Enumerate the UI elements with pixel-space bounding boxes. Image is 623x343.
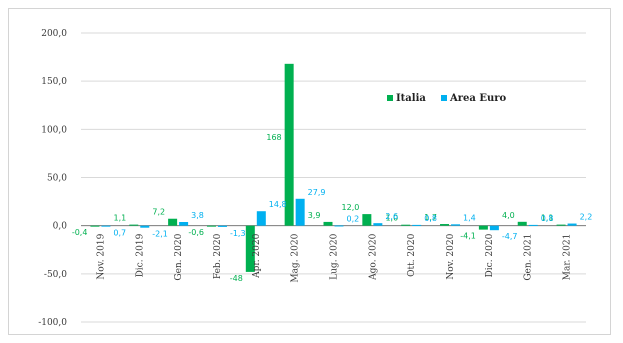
- x-tick-label: Gen. 2020: [174, 233, 184, 280]
- bar-italia: [90, 225, 100, 227]
- y-tick-label: 150,0: [41, 77, 67, 87]
- x-tick-label: Apr. 2020: [252, 233, 262, 278]
- data-label: -4,7: [502, 232, 518, 241]
- legend-label-italia: Italia: [396, 93, 426, 104]
- chart-frame: 200,0 150,0 100,0 50,0 0,0 -50,0 -100,0 -0,4 1,1…: [8, 8, 611, 335]
- bar-italia: [556, 224, 566, 226]
- data-label: -4,1: [460, 232, 476, 241]
- data-label: 12,0: [342, 203, 360, 212]
- bar-area-euro: [528, 224, 538, 226]
- legend-swatch-italia: [387, 95, 393, 101]
- data-label: 4,0: [502, 211, 515, 220]
- x-tick-label: Dic. 2019: [135, 233, 145, 277]
- bar-area-euro: [140, 225, 150, 228]
- bar-area-euro: [412, 224, 422, 226]
- bar-italia: [478, 225, 488, 230]
- bar-area-euro: [101, 225, 111, 227]
- data-label: 0,8: [424, 214, 437, 223]
- x-tick-label: Nov. 2020: [446, 233, 456, 279]
- legend-swatch-area-euro: [441, 95, 447, 101]
- data-label: 0,2: [347, 214, 360, 223]
- x-tick-label: Ago. 2020: [368, 233, 378, 280]
- data-label: 1,7: [424, 213, 437, 222]
- data-label: -48: [230, 274, 243, 283]
- bar-area-euro: [295, 198, 305, 226]
- bar-italia: [517, 221, 527, 226]
- y-tick-label: 100,0: [41, 125, 67, 135]
- data-label: 1,1: [114, 214, 127, 223]
- data-label: 3,8: [191, 211, 204, 220]
- bar-italia: [362, 214, 372, 226]
- data-label: 7,2: [152, 208, 165, 217]
- bar-area-euro: [373, 223, 383, 226]
- bar-italia: [168, 218, 178, 226]
- bar-italia: [440, 224, 450, 226]
- data-label: 14,8: [269, 200, 287, 209]
- x-tick-label: Nov. 2019: [96, 233, 106, 279]
- x-tick-label: Ott. 2020: [407, 233, 417, 277]
- bar-area-euro: [217, 225, 227, 227]
- bar-italia: [323, 221, 333, 226]
- data-label: 3,9: [308, 211, 321, 220]
- x-tick-label: Lug. 2020: [330, 233, 340, 279]
- y-tick-label: -50,0: [44, 270, 67, 280]
- bar-area-euro: [179, 222, 189, 226]
- bar-area-euro: [567, 223, 577, 226]
- x-tick-label: Mag. 2020: [291, 233, 301, 282]
- y-tick-label: 200,0: [41, 29, 67, 39]
- data-label: 1,1: [541, 214, 554, 223]
- data-label: 2,2: [580, 213, 593, 222]
- legend-label-area-euro: Area Euro: [449, 93, 507, 104]
- x-tick-label: Mar. 2021: [563, 234, 573, 281]
- x-tick-label: Feb. 2020: [213, 233, 223, 279]
- bar-area-euro: [451, 224, 461, 226]
- data-label: 1,0: [385, 214, 398, 223]
- data-label: -0,6: [188, 228, 204, 237]
- y-tick-label: 0,0: [53, 222, 68, 232]
- bar-italia: [206, 225, 216, 227]
- data-label: -2,1: [152, 230, 168, 239]
- data-label: 1,4: [463, 213, 476, 222]
- x-tick-label: Dic. 2020: [485, 233, 495, 277]
- data-label: -0,4: [72, 228, 88, 237]
- bar-area-euro: [489, 225, 499, 231]
- data-label: 0,8: [541, 214, 554, 223]
- y-tick-label: 50,0: [47, 174, 67, 184]
- bar-italia: [245, 225, 255, 272]
- x-tick-label: Gen. 2021: [524, 234, 534, 281]
- data-label: 2,6: [385, 212, 398, 221]
- bar-italia: [129, 224, 139, 226]
- bar-italia: [401, 224, 411, 226]
- bar-chart: 200,0 150,0 100,0 50,0 0,0 -50,0 -100,0 -0,4 1,1…: [38, 29, 593, 328]
- data-label: 168: [266, 133, 281, 142]
- data-label: -1,3: [230, 229, 246, 238]
- bar-area-euro: [256, 211, 266, 226]
- bar-italia: [284, 63, 294, 226]
- bar-area-euro: [334, 225, 344, 227]
- data-label: 0,7: [113, 228, 126, 237]
- y-tick-label: -100,0: [38, 318, 67, 328]
- data-label: 27,9: [308, 188, 326, 197]
